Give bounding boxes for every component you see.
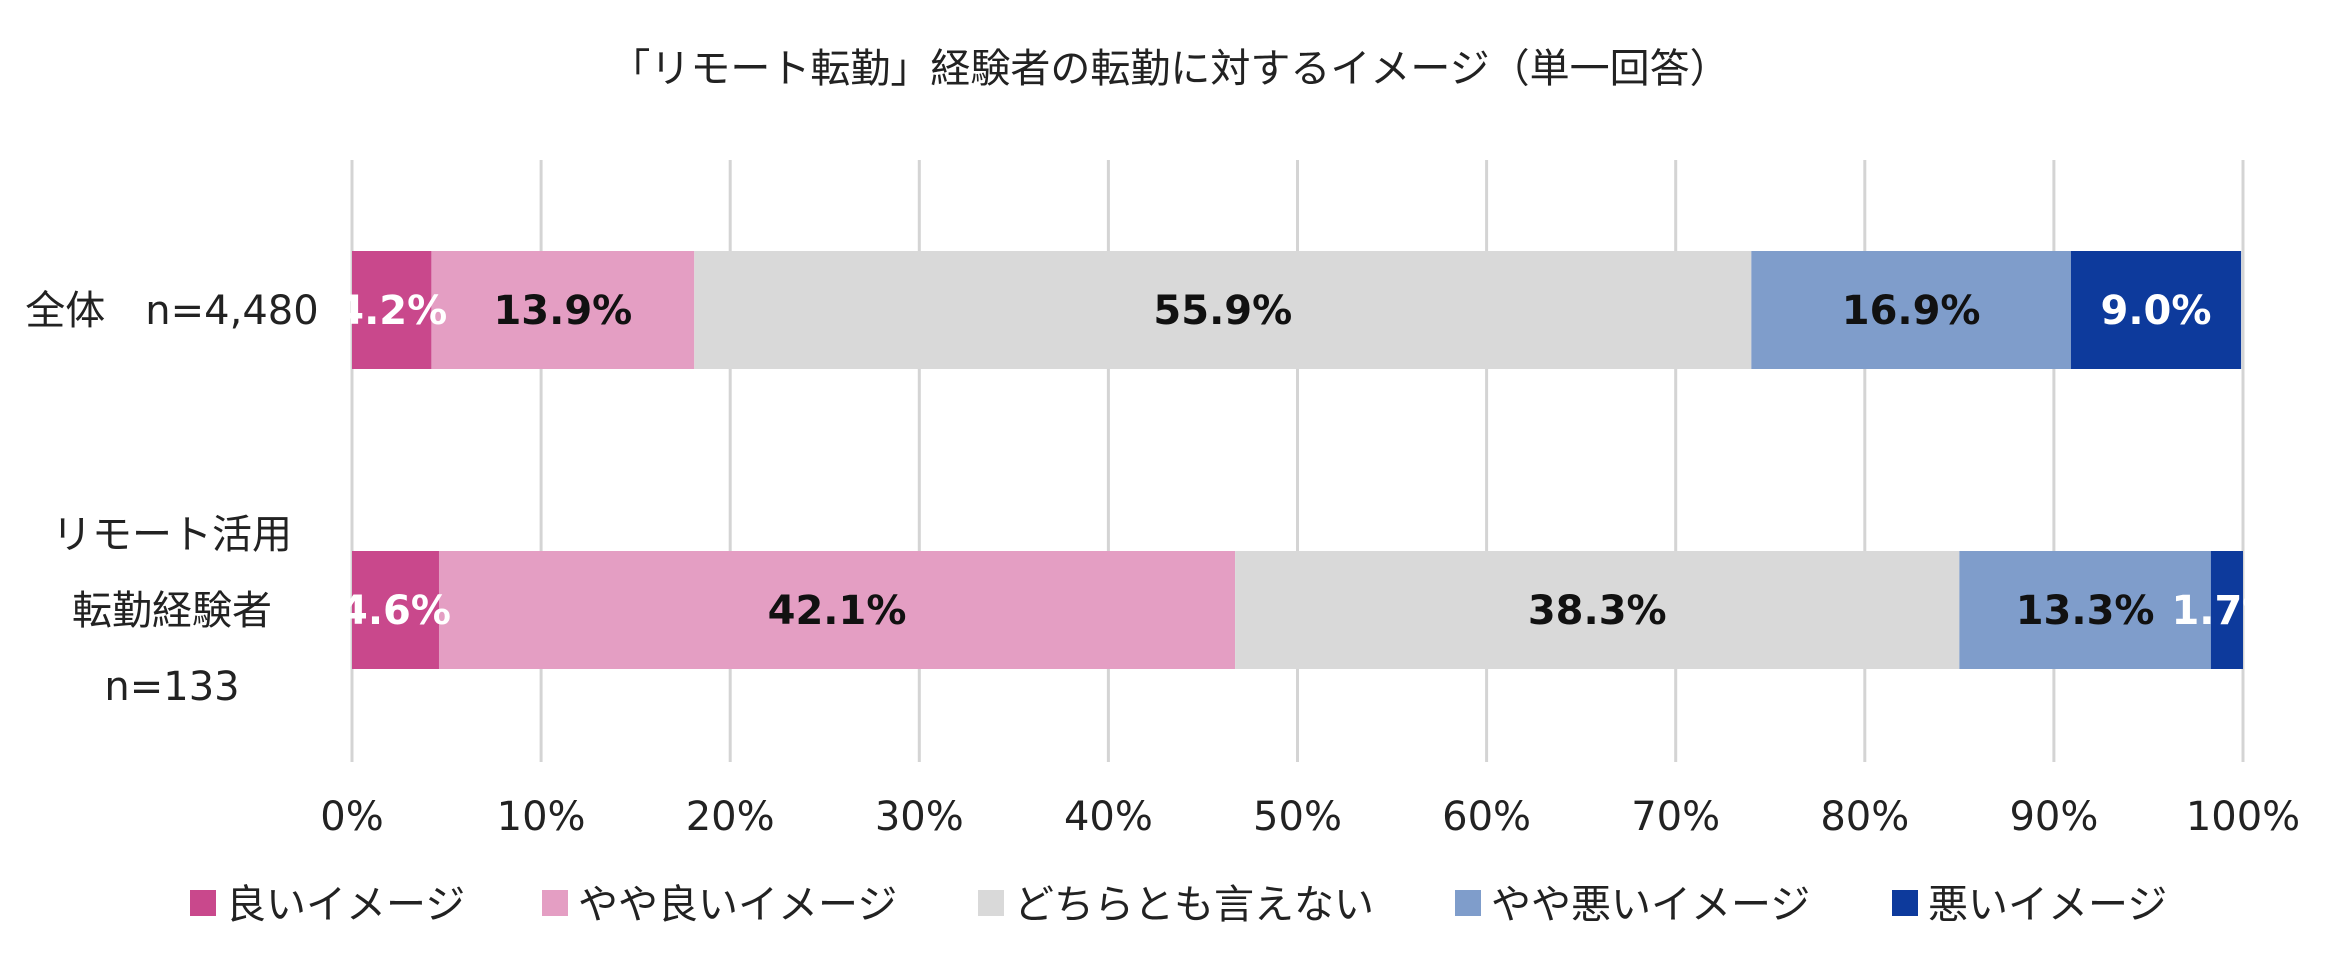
x-tick-label: 80% (1820, 794, 1909, 840)
category-label: 全体 n=4,480 (25, 288, 318, 334)
category-label-line: 転勤経験者 (72, 588, 272, 634)
data-label: 1.7% (2171, 588, 2282, 634)
bar-segment (431, 251, 695, 369)
data-label: 13.9% (493, 288, 632, 334)
x-tick-label: 20% (686, 794, 775, 840)
category-label-line: n=133 (104, 664, 239, 710)
bar-segment (352, 251, 432, 369)
x-axis-tick-labels: 0% 10% 20% 30% 40% 50% 60% 70% 80% 90% 100% (320, 794, 2300, 840)
category-label-line: リモート活用 (52, 512, 292, 558)
data-labels: 4.2% 13.9% 55.9% 16.9% 9.0% 4.6% 42.1% 38.3% 13.… (336, 288, 2282, 634)
legend-label: 良いイメージ (226, 882, 465, 928)
data-label: 42.1% (768, 588, 907, 634)
x-tick-label: 30% (875, 794, 964, 840)
bar-segment (2210, 551, 2243, 669)
legend-label: やや良いイメージ (578, 882, 897, 928)
x-tick-label: 60% (1442, 794, 1531, 840)
bars (352, 251, 2243, 669)
bar-segment (1751, 251, 2071, 369)
bar-segment (438, 551, 1236, 669)
x-tick-label: 10% (497, 794, 586, 840)
bar-segment (694, 251, 1752, 369)
data-label: 13.3% (2016, 588, 2155, 634)
legend-label: どちらとも言えない (1014, 882, 1374, 928)
x-tick-label: 70% (1631, 794, 1720, 840)
bar-segment (352, 551, 439, 669)
data-label: 16.9% (1842, 288, 1981, 334)
data-label: 4.2% (336, 288, 447, 334)
x-tick-label: 40% (1064, 794, 1153, 840)
legend-swatch (1892, 890, 1918, 916)
category-label-line: 全体 n=4,480 (25, 288, 318, 334)
legend: 良いイメージ やや良いイメージ どちらとも言えない やや悪いイメージ 悪いイメージ (190, 882, 2167, 928)
category-label: リモート活用転勤経験者 n=133 (52, 512, 292, 710)
legend-swatch (542, 890, 568, 916)
data-label: 38.3% (1528, 588, 1667, 634)
data-label: 55.9% (1153, 288, 1292, 334)
gridlines (350, 160, 2245, 762)
data-label: 4.6% (340, 588, 451, 634)
legend-swatch (190, 890, 216, 916)
legend-swatch (1455, 890, 1481, 916)
legend-label: やや悪いイメージ (1491, 882, 1810, 928)
bar-segment (1235, 551, 1960, 669)
legend-swatch (978, 890, 1004, 916)
chart-title: 「リモート転勤」経験者の転勤に対するイメージ（単一回答） (610, 46, 1729, 92)
data-label: 9.0% (2101, 288, 2212, 334)
x-tick-label: 90% (2009, 794, 2098, 840)
category-labels: 全体 n=4,480 リモート活用転勤経験者 n=133 (25, 288, 318, 710)
bar-segment (2070, 251, 2242, 369)
legend-label: 悪いイメージ (1928, 882, 2167, 928)
x-tick-label: 50% (1253, 794, 1342, 840)
x-tick-label: 0% (320, 794, 383, 840)
bar-segment (1959, 551, 2211, 669)
x-tick-label: 100% (2186, 794, 2300, 840)
